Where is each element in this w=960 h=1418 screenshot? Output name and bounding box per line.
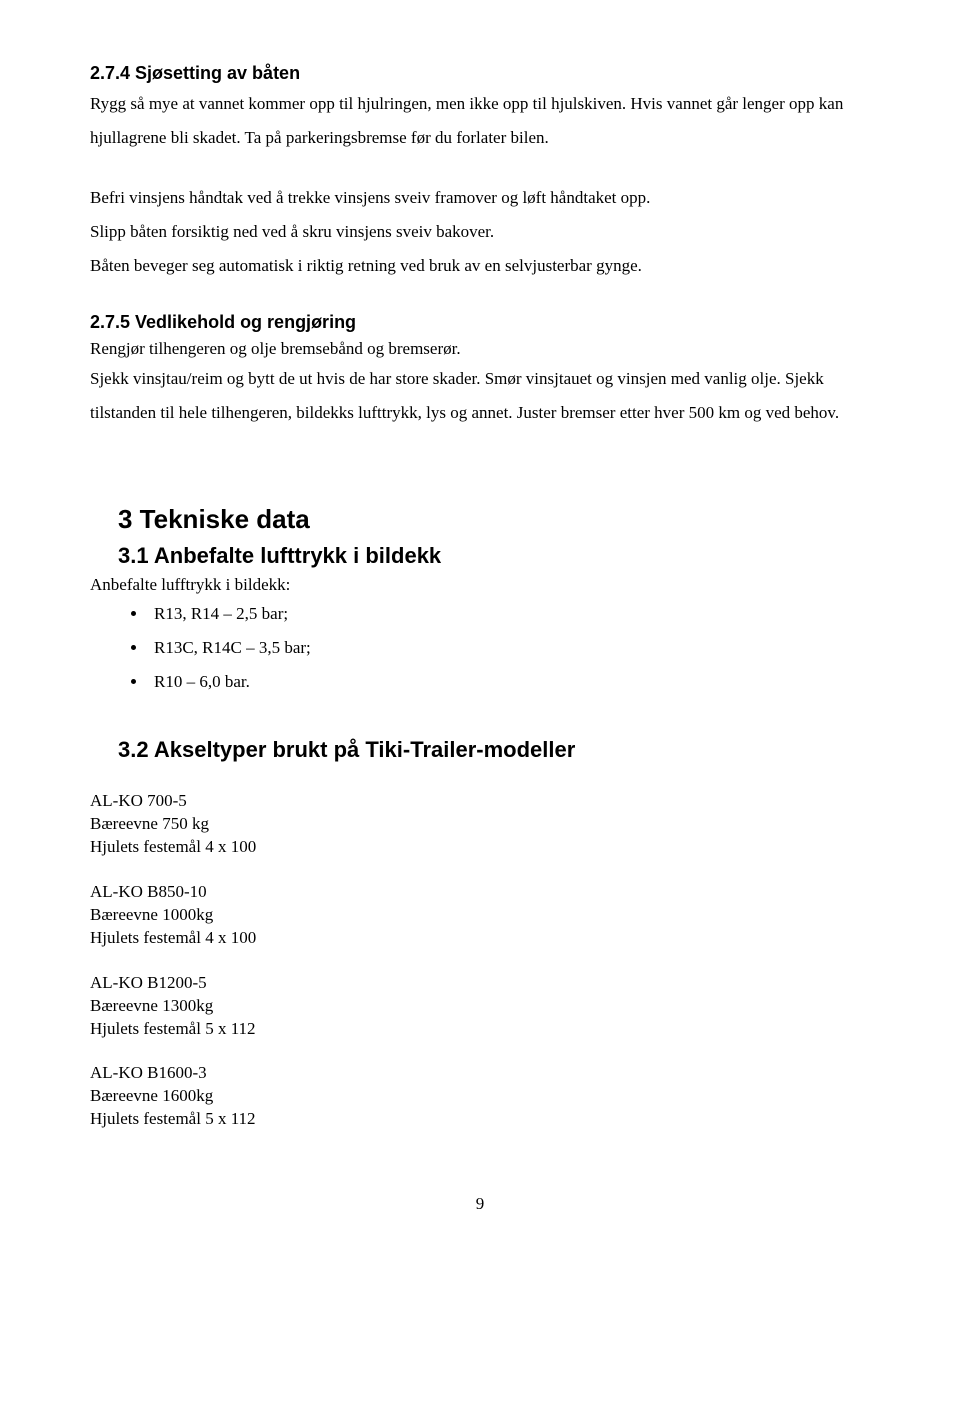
tire-pressure-list: R13, R14 – 2,5 bar; R13C, R14C – 3,5 bar… bbox=[90, 597, 870, 699]
axle-capacity: Bæreevne 1000kg bbox=[90, 904, 870, 927]
axle-capacity: Bæreevne 1300kg bbox=[90, 995, 870, 1018]
axle-model: AL-KO B1600-3 bbox=[90, 1062, 870, 1085]
para-31-intro: Anbefalte lufftrykk i bildekk: bbox=[90, 572, 870, 598]
axle-model: AL-KO B850-10 bbox=[90, 881, 870, 904]
axle-model: AL-KO 700-5 bbox=[90, 790, 870, 813]
para-274-4: Båten beveger seg automatisk i riktig re… bbox=[90, 249, 870, 283]
axle-spec: AL-KO B1600-3 Bæreevne 1600kg Hjulets fe… bbox=[90, 1062, 870, 1131]
axle-bolt: Hjulets festemål 4 x 100 bbox=[90, 836, 870, 859]
axle-capacity: Bæreevne 1600kg bbox=[90, 1085, 870, 1108]
axle-spec: AL-KO B850-10 Bæreevne 1000kg Hjulets fe… bbox=[90, 881, 870, 950]
axle-model: AL-KO B1200-5 bbox=[90, 972, 870, 995]
para-274-1: Rygg så mye at vannet kommer opp til hju… bbox=[90, 87, 870, 155]
axle-bolt: Hjulets festemål 5 x 112 bbox=[90, 1108, 870, 1131]
list-item: R13C, R14C – 3,5 bar; bbox=[148, 631, 870, 665]
list-item: R10 – 6,0 bar. bbox=[148, 665, 870, 699]
heading-2-7-4: 2.7.4 Sjøsetting av båten bbox=[90, 60, 870, 87]
para-275-2: Sjekk vinsjtau/reim og bytt de ut hvis d… bbox=[90, 362, 870, 430]
para-275-1: Rengjør tilhengeren og olje bremsebånd o… bbox=[90, 336, 870, 362]
heading-2-7-5: 2.7.5 Vedlikehold og rengjøring bbox=[90, 309, 870, 336]
list-item: R13, R14 – 2,5 bar; bbox=[148, 597, 870, 631]
heading-3-2: 3.2 Akseltyper brukt på Tiki-Trailer-mod… bbox=[90, 733, 870, 766]
axle-capacity: Bæreevne 750 kg bbox=[90, 813, 870, 836]
axle-bolt: Hjulets festemål 5 x 112 bbox=[90, 1018, 870, 1041]
para-274-3: Slipp båten forsiktig ned ved å skru vin… bbox=[90, 215, 870, 249]
page-number: 9 bbox=[90, 1191, 870, 1217]
axle-bolt: Hjulets festemål 4 x 100 bbox=[90, 927, 870, 950]
para-274-2: Befri vinsjens håndtak ved å trekke vins… bbox=[90, 181, 870, 215]
heading-3-1: 3.1 Anbefalte lufttrykk i bildekk bbox=[90, 539, 870, 572]
heading-3: 3 Tekniske data bbox=[90, 500, 870, 539]
axle-spec: AL-KO 700-5 Bæreevne 750 kg Hjulets fest… bbox=[90, 790, 870, 859]
axle-spec: AL-KO B1200-5 Bæreevne 1300kg Hjulets fe… bbox=[90, 972, 870, 1041]
